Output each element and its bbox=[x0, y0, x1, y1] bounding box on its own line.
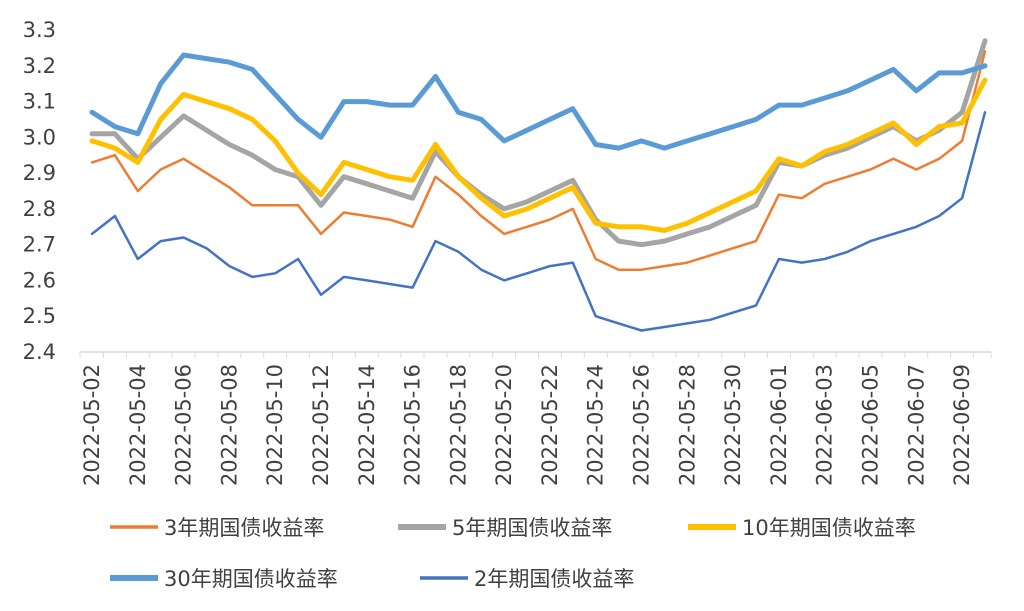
x-tick-label: 2022-05-14 bbox=[355, 364, 379, 486]
x-tick-label: 2022-05-30 bbox=[721, 364, 745, 486]
y-tick-label: 2.8 bbox=[23, 197, 56, 221]
x-tick-label: 2022-06-05 bbox=[859, 364, 883, 486]
x-tick-label: 2022-05-18 bbox=[446, 364, 470, 486]
legend-label-4: 2年期国债收益率 bbox=[474, 567, 634, 591]
x-tick-label: 2022-05-26 bbox=[630, 364, 654, 486]
x-tick-label: 2022-05-16 bbox=[401, 364, 425, 486]
y-tick-label: 3.3 bbox=[23, 18, 56, 42]
x-tick-label: 2022-06-07 bbox=[904, 364, 928, 486]
y-tick-label: 2.9 bbox=[23, 161, 56, 185]
series-line-2 bbox=[89, 77, 988, 233]
x-tick-label: 2022-05-02 bbox=[80, 364, 104, 486]
y-tick-label: 2.7 bbox=[23, 233, 56, 257]
x-tick-label: 2022-05-04 bbox=[126, 364, 150, 486]
series-line-1 bbox=[89, 38, 988, 248]
y-tick-label: 2.4 bbox=[23, 340, 56, 364]
x-tick-label: 2022-05-24 bbox=[584, 364, 608, 486]
x-tick-label: 2022-05-22 bbox=[538, 364, 562, 486]
x-tick-label: 2022-05-12 bbox=[309, 364, 333, 486]
series-line-4 bbox=[90, 111, 987, 332]
x-tick-label: 2022-05-10 bbox=[263, 364, 287, 486]
x-tick-label: 2022-06-01 bbox=[767, 364, 791, 486]
x-tick-label: 2022-05-06 bbox=[172, 364, 196, 486]
series-line-3 bbox=[89, 52, 988, 151]
legend-label-2: 10年期国债收益率 bbox=[742, 516, 916, 540]
y-tick-label: 3.1 bbox=[23, 90, 56, 114]
legend-label-1: 5年期国债收益率 bbox=[452, 516, 612, 540]
y-tick-label: 2.5 bbox=[23, 304, 56, 328]
x-tick-label: 2022-06-03 bbox=[813, 364, 837, 486]
y-tick-label: 2.6 bbox=[23, 268, 56, 292]
y-tick-label: 3.0 bbox=[23, 125, 56, 149]
legend-label-3: 30年期国债收益率 bbox=[164, 567, 338, 591]
legend-label-0: 3年期国债收益率 bbox=[164, 516, 324, 540]
series-lines bbox=[89, 38, 988, 332]
x-tick-label: 2022-05-08 bbox=[217, 364, 241, 486]
x-tick-label: 2022-05-28 bbox=[675, 364, 699, 486]
axes: 2.4 2.5 2.6 2.7 2.8 2.9 3.0 3.1 3.2 3.3 2022-05-02… bbox=[23, 18, 992, 486]
legend: 3年期国债收益率 5年期国债收益率 10年期国债收益率 30年期国债收益率 2年期国债收… bbox=[110, 516, 916, 591]
y-tick-label: 3.2 bbox=[23, 54, 56, 78]
x-tick-label: 2022-06-09 bbox=[950, 364, 974, 486]
series-line-0 bbox=[90, 50, 987, 271]
x-tick-label: 2022-05-20 bbox=[492, 364, 516, 486]
